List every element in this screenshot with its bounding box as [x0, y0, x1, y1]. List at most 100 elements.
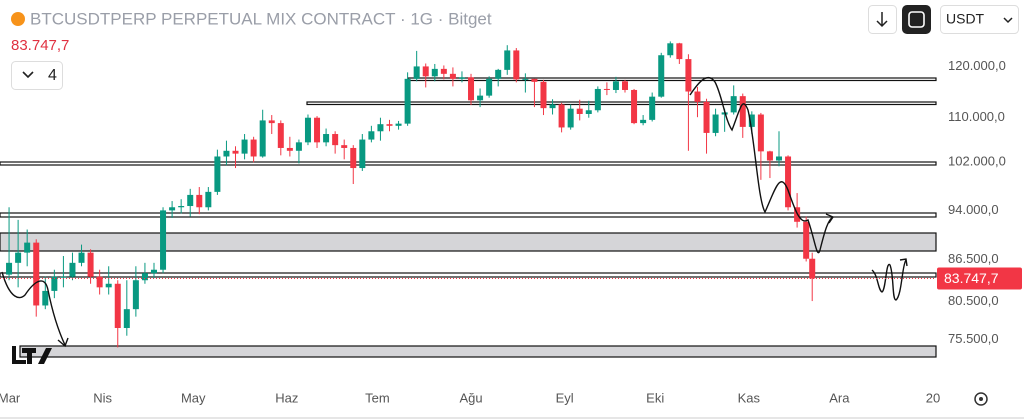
candle-body	[223, 150, 230, 157]
candle-body	[612, 81, 619, 90]
candle-body	[685, 59, 692, 92]
candle-body	[314, 117, 321, 143]
x-tick-label: May	[181, 390, 206, 405]
x-tick-label: Nis	[93, 390, 112, 405]
candle-body	[477, 95, 484, 101]
candle-body	[495, 69, 502, 79]
logo	[12, 346, 52, 364]
price: 83.747,7	[11, 37, 69, 54]
price-tag	[937, 267, 1022, 290]
zone-line	[0, 272, 937, 278]
candle-body	[304, 117, 311, 143]
candle-body	[359, 139, 366, 169]
logo-part	[27, 348, 32, 364]
candles	[6, 41, 816, 348]
candle-body	[377, 124, 384, 132]
candle-body	[259, 120, 266, 157]
candle-body	[96, 276, 103, 288]
zone-line	[306, 101, 937, 106]
candle-body	[205, 191, 212, 208]
candle-body	[594, 88, 601, 111]
candle-body	[187, 194, 194, 207]
price-tag-label: 83.747,7	[944, 270, 999, 286]
y-tick-label: 102.000,0	[948, 154, 1006, 169]
candle-body	[24, 242, 31, 253]
candle-body	[332, 134, 339, 146]
candle-body	[748, 114, 755, 127]
candle-body	[694, 91, 701, 102]
settings-icon[interactable]	[974, 392, 988, 406]
currency-select[interactable]	[940, 5, 1019, 34]
candle-body	[323, 134, 330, 143]
x-tick-label: Mar	[0, 390, 21, 405]
candle-body	[576, 108, 583, 114]
candle-body	[549, 104, 556, 109]
candle-body	[531, 78, 538, 82]
candle-body	[775, 156, 782, 161]
x-tick-label: Ağu	[459, 390, 482, 405]
zone	[0, 232, 937, 252]
candle-body	[676, 43, 683, 60]
zone-line	[0, 212, 937, 218]
settings-icon-center	[979, 397, 983, 401]
zone-line	[0, 161, 937, 166]
candle-body	[440, 68, 447, 74]
candle-body	[712, 114, 719, 133]
candle-body	[468, 77, 475, 101]
candle-body	[504, 50, 511, 70]
chevron	[22, 71, 34, 79]
fullscreen-icon	[908, 11, 925, 28]
freehand	[1, 77, 908, 348]
candle-body	[286, 147, 293, 151]
candle-body	[169, 207, 176, 211]
candle-body	[449, 73, 456, 79]
candle-body	[87, 252, 94, 277]
candle-body	[150, 269, 157, 274]
candle-body	[757, 114, 764, 152]
candle-body	[268, 120, 275, 124]
x-tick-label: 20	[926, 390, 940, 405]
indicator-toggle[interactable]	[11, 61, 63, 90]
candle-body	[160, 210, 167, 270]
logo-part	[38, 348, 52, 364]
candle-body	[6, 262, 13, 275]
candle-body	[196, 194, 203, 208]
candle-body	[739, 96, 746, 127]
candle-body	[178, 206, 185, 208]
x-tick-label: Eyl	[556, 390, 574, 405]
candle-body	[540, 81, 547, 109]
candle-body	[730, 96, 737, 113]
candle-body	[603, 88, 610, 90]
candle-body	[667, 43, 674, 56]
candle-body	[69, 262, 76, 277]
x-tick-label: Haz	[275, 390, 298, 405]
candle-body	[105, 283, 112, 288]
candle-body	[141, 273, 148, 281]
y-tick-label: 75.500,0	[948, 331, 999, 346]
candle-body	[766, 151, 773, 161]
candle-body	[422, 66, 429, 77]
candle-body	[413, 66, 420, 79]
candle-body	[42, 290, 49, 306]
fullscreen-button[interactable]	[902, 5, 931, 34]
candle-body	[15, 252, 22, 263]
y-tick-label: 110.000,0	[948, 109, 1005, 124]
candle-body	[703, 101, 710, 133]
logo-part	[12, 346, 16, 364]
candle-body	[350, 147, 357, 169]
select-arrow	[1003, 17, 1013, 24]
candle-body	[649, 96, 656, 120]
drawings	[0, 77, 937, 358]
candle-body	[558, 104, 565, 128]
candle-body	[567, 108, 574, 128]
coin-icon	[11, 12, 25, 26]
candle-body	[803, 221, 810, 259]
candle-body	[640, 119, 647, 124]
candle-body	[33, 242, 40, 306]
y-tick-label: 120.000,0	[948, 58, 1006, 73]
indicator-count: 4	[48, 67, 57, 84]
candle-body	[458, 77, 465, 79]
candle-body	[486, 78, 493, 96]
candle-body	[341, 145, 348, 148]
candle-body	[295, 142, 302, 151]
